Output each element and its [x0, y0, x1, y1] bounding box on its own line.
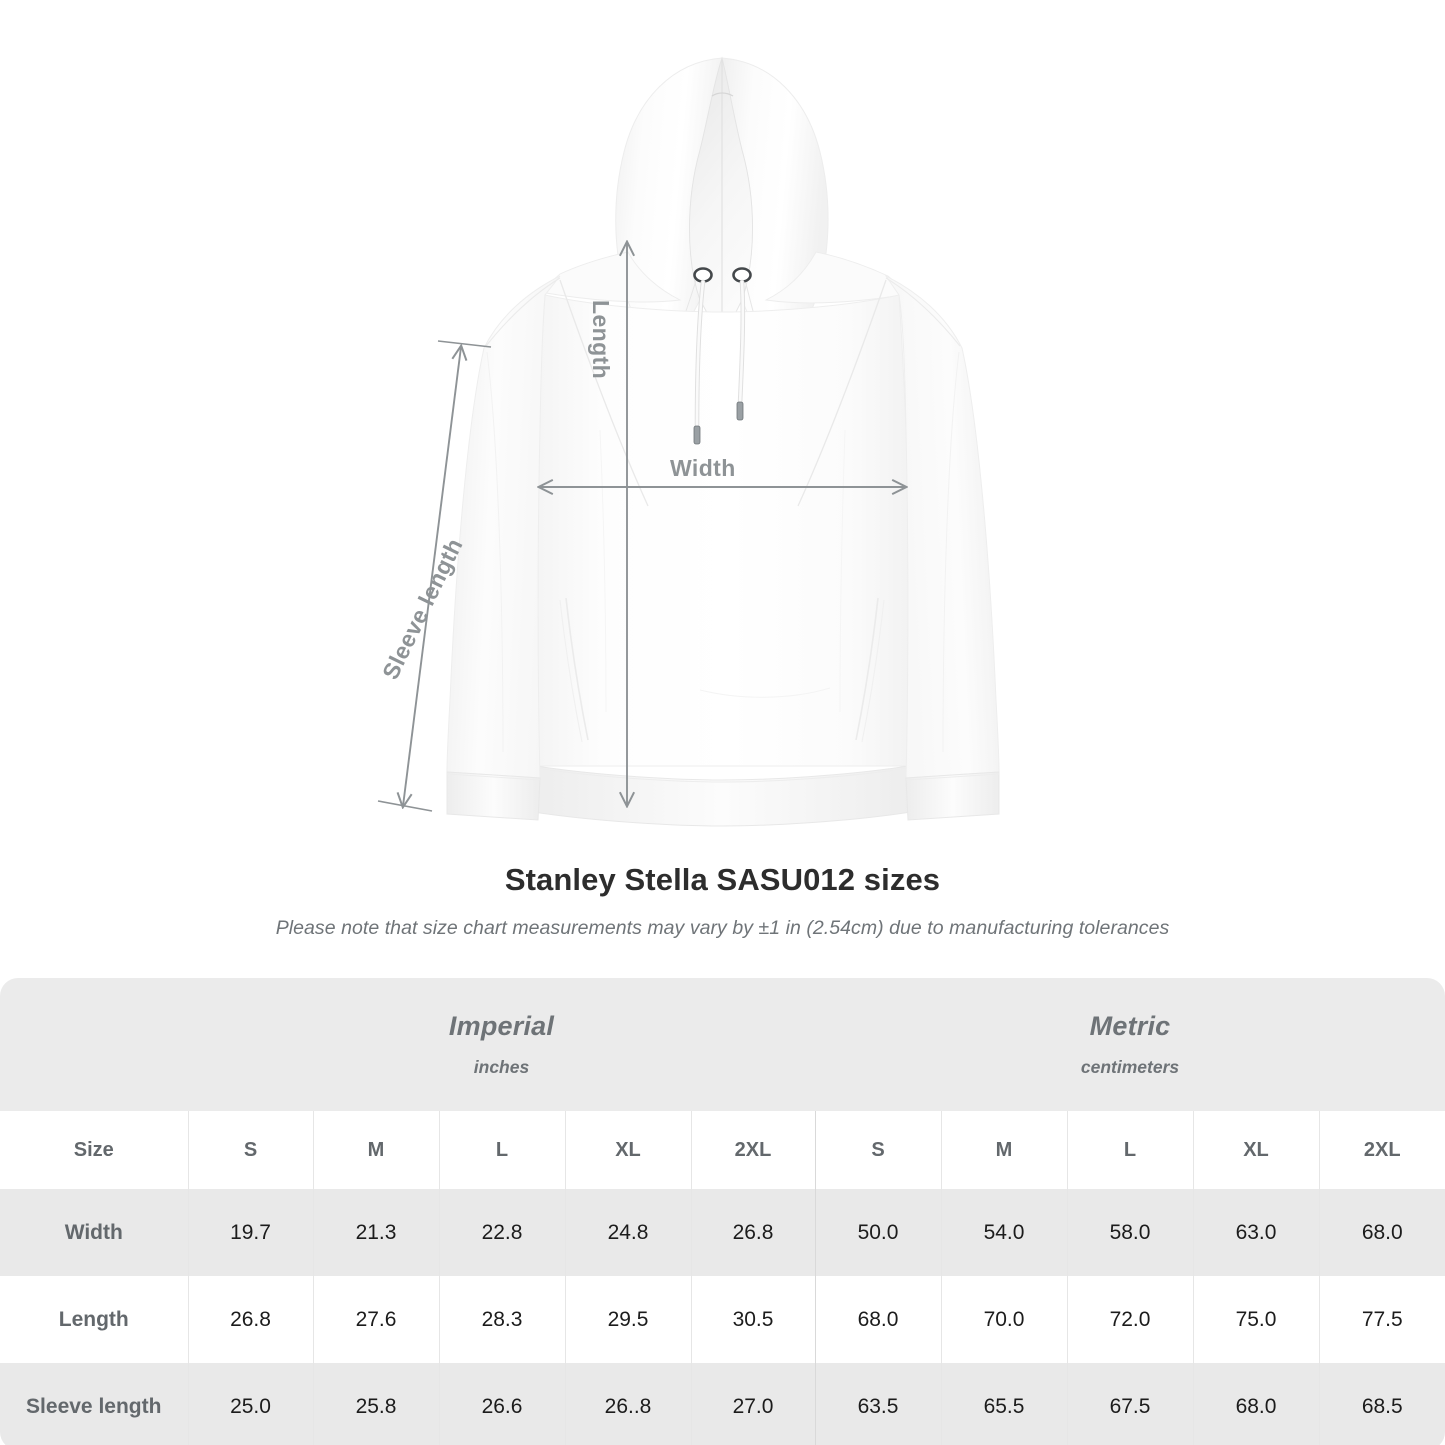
- unit-group-metric-label: Metric: [1089, 1011, 1171, 1041]
- table-row: Sleeve length 25.0 25.8 26.6 26..8 27.0 …: [0, 1363, 1445, 1445]
- column-header-size: Size: [0, 1111, 188, 1189]
- width-dimension-label: Width: [670, 455, 736, 481]
- cell-sleeve-metric-m: 65.5: [940, 1363, 1067, 1445]
- cell-length-imperial-2xl: 30.5: [690, 1276, 815, 1363]
- aglet-left: [693, 425, 701, 445]
- column-header-imperial-2xl: 2XL: [690, 1111, 815, 1189]
- cell-sleeve-imperial-s: 25.0: [187, 1363, 313, 1445]
- sleeve-arrow: [403, 347, 461, 806]
- cell-length-imperial-m: 27.6: [312, 1276, 439, 1363]
- hoodie-drawing: [377, 56, 1000, 827]
- cell-length-metric-xl: 75.0: [1192, 1276, 1319, 1363]
- unit-group-metric: Metric centimeters: [815, 978, 1445, 1111]
- cell-width-metric-xl: 63.0: [1192, 1189, 1319, 1276]
- column-header-metric-s: S: [814, 1111, 941, 1189]
- cell-length-imperial-l: 28.3: [438, 1276, 565, 1363]
- row-label-sleeve-length: Sleeve length: [0, 1363, 188, 1445]
- cell-sleeve-metric-2xl: 68.5: [1318, 1363, 1445, 1445]
- left-sleeve: [446, 275, 561, 821]
- column-header-imperial-s: S: [187, 1111, 313, 1189]
- unit-group-header-row: Imperial inches Metric centimeters: [0, 978, 1445, 1111]
- page-title: Stanley Stella SASU012 sizes: [504, 862, 941, 897]
- table-head: Imperial inches Metric centimeters Size …: [0, 978, 1445, 1189]
- row-label-width: Width: [0, 1189, 188, 1276]
- right-sleeve: [884, 274, 1000, 821]
- cell-length-metric-l: 72.0: [1066, 1276, 1193, 1363]
- measurement-arrows: [377, 243, 905, 812]
- column-header-imperial-m: M: [312, 1111, 439, 1189]
- cell-sleeve-metric-s: 63.5: [814, 1363, 941, 1445]
- cell-length-metric-m: 70.0: [940, 1276, 1067, 1363]
- cell-width-imperial-m: 21.3: [312, 1189, 439, 1276]
- length-dimension-label: Length: [588, 300, 614, 380]
- cell-sleeve-metric-l: 67.5: [1066, 1363, 1193, 1445]
- cell-width-imperial-s: 19.7: [187, 1189, 313, 1276]
- cell-sleeve-metric-xl: 68.0: [1192, 1363, 1319, 1445]
- tolerance-note: Please note that size chart measurements…: [275, 917, 1170, 939]
- eyelet-left: [693, 267, 713, 283]
- cell-width-imperial-l: 22.8: [438, 1189, 565, 1276]
- garment-illustration: Length Width Sleeve length: [377, 56, 1000, 827]
- cell-width-metric-m: 54.0: [940, 1189, 1067, 1276]
- drawstrings: [693, 267, 752, 445]
- unit-group-spacer: [0, 978, 188, 1111]
- column-header-imperial-l: L: [438, 1111, 565, 1189]
- title-block: Stanley Stella SASU012 sizes Please note…: [0, 862, 1445, 940]
- column-header-metric-2xl: 2XL: [1318, 1111, 1445, 1189]
- sleeve-tick-top: [437, 340, 492, 348]
- cell-sleeve-imperial-m: 25.8: [312, 1363, 439, 1445]
- unit-group-imperial: Imperial inches: [188, 978, 815, 1111]
- cell-length-imperial-s: 26.8: [187, 1276, 313, 1363]
- cell-width-imperial-xl: 24.8: [564, 1189, 691, 1276]
- size-chart-table: Imperial inches Metric centimeters Size …: [0, 978, 1445, 1445]
- sleeve-tick-bottom: [377, 800, 433, 812]
- neckline: [539, 251, 909, 304]
- unit-group-metric-sub: centimeters: [1080, 1057, 1180, 1077]
- cell-width-metric-l: 58.0: [1066, 1189, 1193, 1276]
- cell-length-metric-s: 68.0: [814, 1276, 941, 1363]
- eyelet-right: [732, 267, 752, 283]
- cell-width-metric-s: 50.0: [814, 1189, 941, 1276]
- cell-width-imperial-2xl: 26.8: [690, 1189, 815, 1276]
- column-header-metric-xl: XL: [1192, 1111, 1319, 1189]
- unit-group-imperial-label: Imperial: [448, 1011, 555, 1041]
- table-row: Width 19.7 21.3 22.8 24.8 26.8 50.0 54.0…: [0, 1189, 1445, 1276]
- aglet-right: [736, 401, 744, 421]
- table-row: Length 26.8 27.6 28.3 29.5 30.5 68.0 70.…: [0, 1276, 1445, 1363]
- unit-group-imperial-sub: inches: [473, 1057, 530, 1077]
- cell-sleeve-imperial-xl: 26..8: [564, 1363, 691, 1445]
- column-header-imperial-xl: XL: [564, 1111, 691, 1189]
- cell-length-metric-2xl: 77.5: [1318, 1276, 1445, 1363]
- column-header-metric-l: L: [1066, 1111, 1193, 1189]
- cell-length-imperial-xl: 29.5: [564, 1276, 691, 1363]
- cell-sleeve-imperial-2xl: 27.0: [690, 1363, 815, 1445]
- cell-sleeve-imperial-l: 26.6: [438, 1363, 565, 1445]
- column-header-row: Size S M L XL 2XL S M L XL 2XL: [0, 1111, 1445, 1189]
- table-body: Width 19.7 21.3 22.8 24.8 26.8 50.0 54.0…: [0, 1189, 1445, 1445]
- column-header-metric-m: M: [940, 1111, 1067, 1189]
- cell-width-metric-2xl: 68.0: [1318, 1189, 1445, 1276]
- row-label-length: Length: [0, 1276, 188, 1363]
